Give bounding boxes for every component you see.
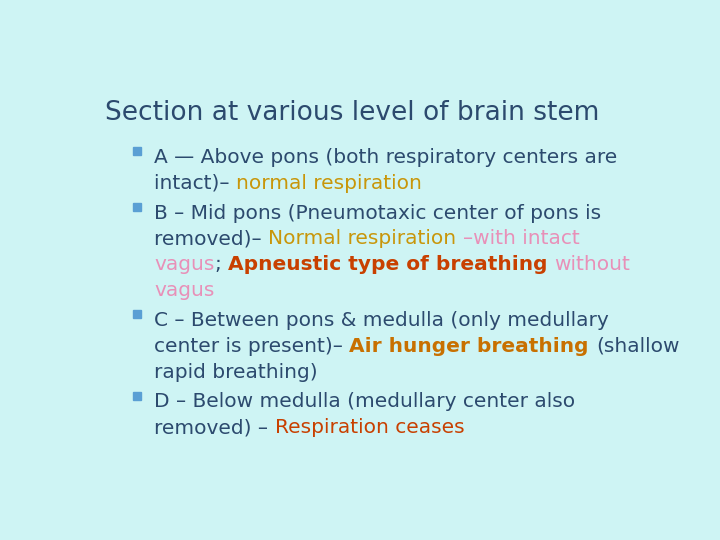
Text: C – Between pons & medulla (only medullary: C – Between pons & medulla (only medulla… <box>154 311 609 330</box>
Text: vagus: vagus <box>154 255 215 274</box>
Text: Normal respiration: Normal respiration <box>268 230 463 248</box>
Text: rapid breathing): rapid breathing) <box>154 362 318 382</box>
Text: (shallow: (shallow <box>596 337 680 356</box>
Text: B – Mid pons (Pneumotaxic center of pons is: B – Mid pons (Pneumotaxic center of pons… <box>154 204 601 222</box>
Text: Apneustic type of breathing: Apneustic type of breathing <box>228 255 554 274</box>
Text: removed)–: removed)– <box>154 230 268 248</box>
Text: vagus: vagus <box>154 281 215 300</box>
Text: without: without <box>554 255 630 274</box>
Text: Respiration ceases: Respiration ceases <box>274 418 464 437</box>
Text: intact)–: intact)– <box>154 174 236 193</box>
Text: center is present)–: center is present)– <box>154 337 349 356</box>
Text: removed) –: removed) – <box>154 418 274 437</box>
Text: D – Below medulla (medullary center also: D – Below medulla (medullary center also <box>154 393 575 411</box>
Text: ;: ; <box>215 255 228 274</box>
Text: Air hunger breathing: Air hunger breathing <box>349 337 596 356</box>
Text: A — Above pons (both respiratory centers are: A — Above pons (both respiratory centers… <box>154 148 618 167</box>
Text: –with intact: –with intact <box>463 230 580 248</box>
Text: normal respiration: normal respiration <box>236 174 422 193</box>
Text: Section at various level of brain stem: Section at various level of brain stem <box>105 100 600 126</box>
